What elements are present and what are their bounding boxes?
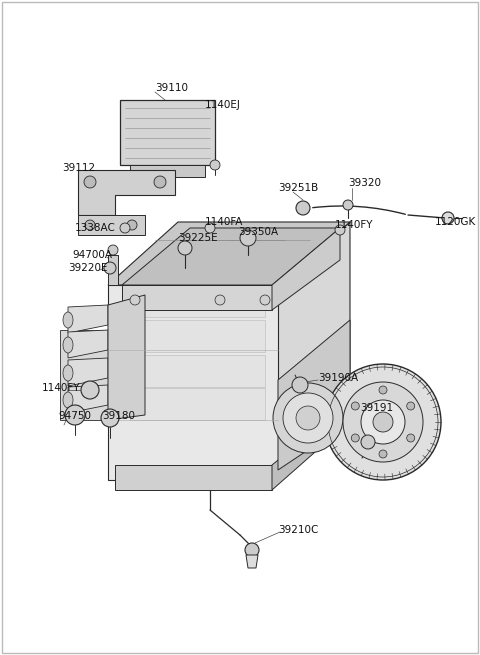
Polygon shape [68, 330, 108, 358]
Polygon shape [122, 285, 272, 310]
Circle shape [361, 435, 375, 449]
Polygon shape [272, 410, 340, 490]
Circle shape [351, 434, 360, 442]
Circle shape [210, 160, 220, 170]
Polygon shape [130, 355, 265, 387]
Polygon shape [130, 388, 265, 420]
Polygon shape [130, 285, 265, 317]
Text: 1140FA: 1140FA [205, 217, 243, 227]
Circle shape [154, 176, 166, 188]
Circle shape [273, 383, 343, 453]
Circle shape [240, 230, 256, 246]
Circle shape [127, 220, 137, 230]
Polygon shape [68, 305, 108, 333]
Polygon shape [78, 170, 175, 215]
Polygon shape [278, 222, 350, 480]
Circle shape [81, 381, 99, 399]
Circle shape [351, 402, 360, 410]
Text: 1120GK: 1120GK [435, 217, 476, 227]
Circle shape [379, 450, 387, 458]
Text: 1338AC: 1338AC [75, 223, 116, 233]
Text: 39191: 39191 [360, 403, 393, 413]
Circle shape [120, 223, 130, 233]
Text: 39320: 39320 [348, 178, 381, 188]
Circle shape [85, 220, 95, 230]
Polygon shape [108, 295, 145, 420]
Circle shape [101, 409, 119, 427]
Text: 39180: 39180 [102, 411, 135, 421]
Circle shape [104, 262, 116, 274]
Circle shape [296, 201, 310, 215]
Polygon shape [246, 555, 258, 568]
Circle shape [343, 200, 353, 210]
Text: 39210C: 39210C [278, 525, 318, 535]
Polygon shape [278, 320, 350, 470]
Polygon shape [120, 100, 215, 165]
Circle shape [407, 434, 415, 442]
Circle shape [130, 295, 140, 305]
Ellipse shape [63, 337, 73, 353]
Text: 39110: 39110 [155, 83, 188, 93]
Polygon shape [108, 222, 350, 285]
Text: 39350A: 39350A [238, 227, 278, 237]
Circle shape [215, 295, 225, 305]
Circle shape [84, 176, 96, 188]
Circle shape [108, 245, 118, 255]
Polygon shape [115, 465, 272, 490]
Circle shape [361, 400, 405, 444]
Circle shape [343, 382, 423, 462]
Polygon shape [130, 320, 265, 352]
Polygon shape [272, 228, 340, 310]
Ellipse shape [63, 365, 73, 381]
Polygon shape [68, 385, 108, 413]
Text: 39220E: 39220E [68, 263, 108, 273]
Text: 1140FY: 1140FY [42, 383, 81, 393]
Circle shape [205, 223, 215, 233]
Circle shape [335, 225, 345, 235]
Circle shape [296, 406, 320, 430]
Circle shape [245, 543, 259, 557]
Text: 94750: 94750 [58, 411, 91, 421]
Circle shape [379, 386, 387, 394]
Circle shape [178, 241, 192, 255]
Polygon shape [68, 358, 108, 386]
Polygon shape [60, 330, 108, 420]
Polygon shape [108, 285, 278, 480]
Text: 1140FY: 1140FY [335, 220, 373, 230]
Circle shape [283, 393, 333, 443]
Text: 39225E: 39225E [178, 233, 217, 243]
Circle shape [292, 377, 308, 393]
Ellipse shape [63, 392, 73, 408]
Polygon shape [108, 255, 118, 285]
Circle shape [373, 412, 393, 432]
Circle shape [442, 212, 454, 224]
Ellipse shape [63, 312, 73, 328]
Text: 39251B: 39251B [278, 183, 318, 193]
Circle shape [407, 402, 415, 410]
Text: 1140EJ: 1140EJ [205, 100, 241, 110]
Polygon shape [130, 165, 205, 177]
Text: 39112: 39112 [62, 163, 95, 173]
Circle shape [260, 295, 270, 305]
Polygon shape [122, 228, 340, 285]
Text: 94700A: 94700A [72, 250, 112, 260]
Polygon shape [78, 215, 145, 235]
Circle shape [65, 405, 85, 425]
Circle shape [325, 364, 441, 480]
Text: 39190A: 39190A [318, 373, 358, 383]
